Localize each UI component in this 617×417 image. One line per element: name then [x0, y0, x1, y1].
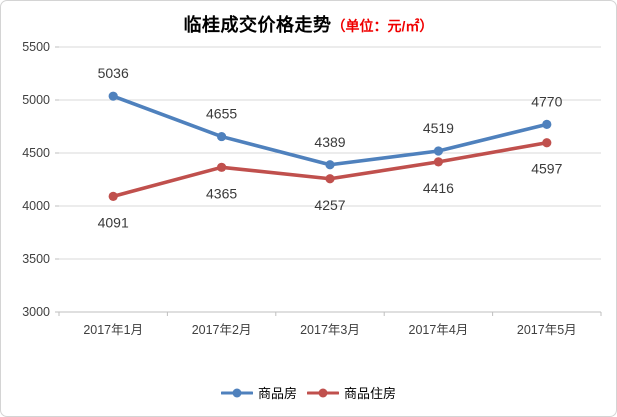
series-marker: [542, 138, 552, 148]
x-tick-label: 2017年3月: [300, 323, 360, 337]
series-marker: [433, 146, 443, 156]
y-tick-label: 5500: [22, 40, 50, 54]
y-tick-label: 5000: [22, 93, 50, 107]
data-label: 4519: [423, 120, 454, 136]
data-label: 4389: [314, 134, 345, 150]
series-marker: [217, 162, 227, 172]
y-tick-label: 3500: [22, 252, 50, 266]
series-marker: [325, 174, 335, 184]
legend-line-marker-icon: [307, 388, 339, 397]
data-label: 4257: [314, 197, 345, 213]
series-marker: [108, 91, 118, 101]
data-label: 4597: [531, 161, 562, 177]
legend-line-marker-icon: [220, 388, 253, 397]
y-tick-label: 4500: [22, 146, 50, 160]
data-label: 4416: [423, 180, 454, 196]
series-marker: [433, 157, 443, 167]
x-tick-label: 2017年2月: [192, 323, 252, 337]
chart-legend: 商品房 商品住房: [1, 383, 616, 402]
series-marker: [217, 131, 227, 142]
legend-label: 商品住房: [344, 386, 397, 401]
chart-title: 临桂成交价格走势（单位：元/㎡）: [1, 13, 616, 39]
data-label: 4770: [531, 93, 562, 109]
x-tick-label: 2017年4月: [409, 323, 469, 337]
data-label: 4655: [206, 106, 237, 122]
data-label: 4091: [98, 214, 129, 230]
x-tick-label: 2017年5月: [517, 323, 577, 337]
chart-title-text: 临桂成交价格走势: [183, 15, 332, 35]
legend-item: 商品住房: [307, 383, 396, 402]
y-tick-label: 4000: [22, 199, 50, 213]
legend-label: 商品房: [257, 386, 297, 401]
y-tick-label: 3000: [22, 305, 50, 319]
series-marker: [542, 119, 552, 129]
x-tick-label: 2017年1月: [83, 323, 143, 337]
data-label: 5036: [98, 65, 129, 81]
series-marker: [325, 160, 335, 170]
series-line: [111, 140, 549, 199]
chart-title-unit: （单位：元/㎡）: [331, 18, 434, 34]
data-label: 4365: [206, 185, 237, 201]
legend-item: 商品房: [220, 383, 297, 402]
series-marker: [108, 191, 118, 201]
